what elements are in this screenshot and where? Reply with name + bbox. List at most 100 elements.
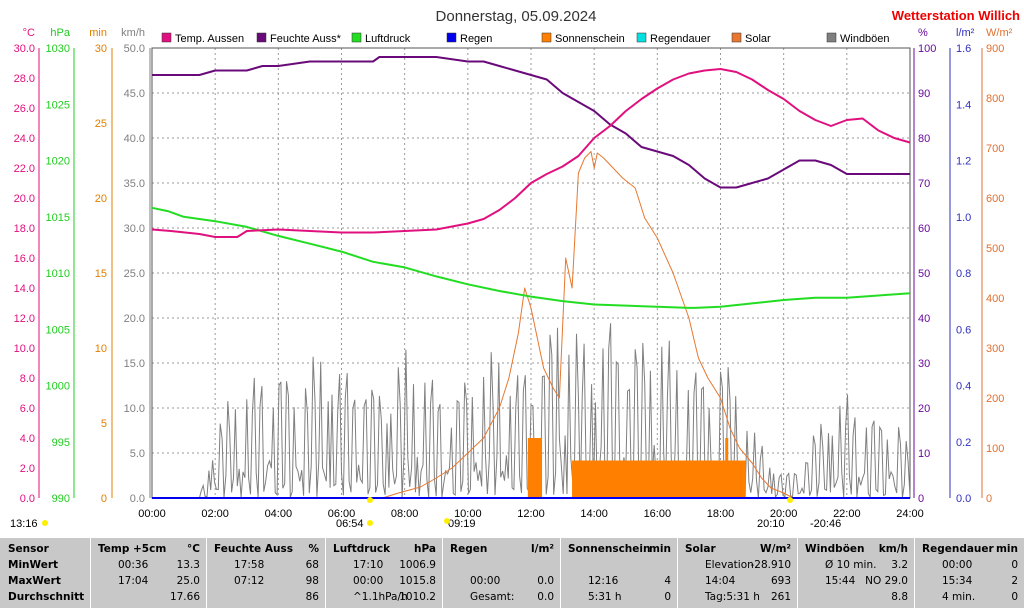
stats-time: 00:36 bbox=[118, 559, 149, 571]
legend-swatch bbox=[731, 32, 742, 43]
series-feuchte bbox=[152, 56, 910, 189]
axis-lm2-tick: 1.4 bbox=[956, 99, 971, 111]
statistics-table: Sensor MinWert MaxWert Durchschnitt Temp +5c… bbox=[0, 538, 1024, 608]
legend-swatch bbox=[541, 32, 552, 43]
time-markers: 13:16 06:54 09:19 20:10 -20:46 bbox=[10, 497, 841, 530]
axis-wm2-tick: 100 bbox=[986, 443, 1004, 455]
stats-row bbox=[442, 557, 560, 573]
stats-row: Tag:5:31 h 261 bbox=[677, 589, 797, 605]
stats-value: NO 29.0 bbox=[865, 575, 908, 587]
stats-row bbox=[560, 557, 677, 573]
stats-header-unit: hPa bbox=[414, 543, 436, 555]
series-windboeen bbox=[152, 323, 911, 499]
weather-chart: Donnerstag, 05.09.2024 Wetterstation Wil… bbox=[10, 8, 1020, 530]
axis-kmh: km/h 50.0 45.0 40.0 35.0 30.0 25.0 20.0 15.0 10.0… bbox=[121, 27, 151, 505]
stats-value: 4 bbox=[664, 575, 671, 587]
axis-hpa-tick: 1020 bbox=[46, 156, 70, 168]
stats-time: 17:10 bbox=[353, 559, 384, 571]
axis-min-tick: 30 bbox=[95, 43, 107, 55]
stats-value: 13.3 bbox=[176, 559, 200, 571]
axis-wm2: W/m² 900 800 700 600 500 400 300 200 100 0 bbox=[981, 27, 1013, 505]
sun-icon bbox=[367, 520, 373, 526]
stats-separator bbox=[442, 538, 443, 608]
axis-pct-unit: % bbox=[918, 27, 928, 39]
stats-separator bbox=[914, 538, 915, 608]
axis-pct-tick: 0 bbox=[918, 493, 924, 505]
axis-temp-tick: 4.0 bbox=[20, 433, 35, 445]
axis-kmh-tick: 15.0 bbox=[124, 358, 145, 370]
legend-label: Luftdruck bbox=[365, 33, 411, 45]
axis-lm2-tick: 1.6 bbox=[956, 43, 971, 55]
stats-header: Regen l/m² bbox=[442, 541, 560, 557]
stats-value: 261 bbox=[770, 591, 791, 603]
stats-header-label: Luftdruck bbox=[333, 543, 391, 555]
sunset-time: 20:10 bbox=[757, 518, 785, 530]
stats-header: Solar W/m² bbox=[677, 541, 797, 557]
stats-row: 8.8 bbox=[797, 589, 914, 605]
stats-value: 98 bbox=[305, 575, 319, 587]
stats-row: 07:12 98 bbox=[206, 573, 325, 589]
axis-kmh-tick: 20.0 bbox=[124, 313, 145, 325]
stats-value: 0 bbox=[1011, 591, 1018, 603]
sunset-icon bbox=[787, 497, 793, 503]
stats-separator bbox=[325, 538, 326, 608]
legend-swatch bbox=[636, 32, 647, 43]
stats-column: Windböen km/h Ø 10 min. 3.2 15:44 NO 29.0 8.8 bbox=[797, 538, 914, 608]
legend: Temp. Aussen Feuchte Auss* Luftdruck Regen S… bbox=[161, 32, 890, 45]
stats-value: 1010.2 bbox=[399, 591, 436, 603]
stats-row: 14:04 693 bbox=[677, 573, 797, 589]
stats-header: Luftdruck hPa bbox=[325, 541, 442, 557]
stats-row: 15:34 2 bbox=[914, 573, 1024, 589]
axis-lm2-unit: l/m² bbox=[956, 27, 975, 39]
time-tick: 16:00 bbox=[644, 508, 672, 520]
axis-kmh-tick: 35.0 bbox=[124, 178, 145, 190]
axis-kmh-unit: km/h bbox=[121, 27, 145, 39]
axis-hpa: hPa 1030 1025 1020 1015 1010 1005 1000 995 990 bbox=[46, 27, 75, 505]
axis-hpa-tick: 1010 bbox=[46, 268, 70, 280]
series-sonnenschein bbox=[527, 438, 746, 498]
axis-lm2-tick: 1.2 bbox=[956, 156, 971, 168]
stats-row-label: Durchschnitt bbox=[8, 591, 85, 603]
time-tick: 12:00 bbox=[517, 508, 545, 520]
stats-header-label: Regendauer bbox=[922, 543, 994, 555]
stats-row: 86 bbox=[206, 589, 325, 605]
stats-value: 0.0 bbox=[537, 591, 554, 603]
legend-swatch bbox=[826, 32, 837, 43]
axis-temp-tick: 30.0 bbox=[14, 43, 35, 55]
stats-value: 1006.9 bbox=[399, 559, 436, 571]
axis-hpa-tick: 1025 bbox=[46, 99, 70, 111]
axis-kmh-tick: 10.0 bbox=[124, 403, 145, 415]
axis-lm2-tick: 0.2 bbox=[956, 437, 971, 449]
axis-kmh-tick: 0.0 bbox=[130, 493, 145, 505]
stats-time: Elevation bbox=[705, 559, 754, 571]
stats-row: Elevation -28.910 bbox=[677, 557, 797, 573]
axis-wm2-unit: W/m² bbox=[986, 27, 1013, 39]
axis-temp-tick: 22.0 bbox=[14, 163, 35, 175]
stats-time: 17:04 bbox=[118, 575, 149, 587]
axis-min-unit: min bbox=[89, 27, 107, 39]
axis-min-tick: 0 bbox=[101, 493, 107, 505]
stats-row: Durchschnitt bbox=[0, 589, 90, 605]
axis-pct-tick: 80 bbox=[918, 133, 930, 145]
legend-label: Feuchte Auss* bbox=[270, 33, 342, 45]
axis-kmh-tick: 40.0 bbox=[124, 133, 145, 145]
stats-column: Luftdruck hPa 17:10 1006.9 00:00 1015.8 ^1.1hP… bbox=[325, 538, 442, 608]
sunshine-bar bbox=[725, 438, 729, 498]
stats-row: 4 min. 0 bbox=[914, 589, 1024, 605]
stats-time: 17:58 bbox=[234, 559, 265, 571]
stats-row: MinWert bbox=[0, 557, 90, 573]
time-tick: 20:00 bbox=[770, 508, 798, 520]
stats-header-label: Feuchte Auss bbox=[214, 543, 293, 555]
axis-temp-tick: 26.0 bbox=[14, 103, 35, 115]
stats-column: Solar W/m² Elevation -28.910 14:04 693 Tag:5:3… bbox=[677, 538, 797, 608]
sunrise-time: 06:54 bbox=[336, 518, 364, 530]
stats-row: 17.66 bbox=[90, 589, 206, 605]
axis-pct-tick: 50 bbox=[918, 268, 930, 280]
stats-column: Regen l/m² 00:00 0.0 Gesamt: 0.0 bbox=[442, 538, 560, 608]
stats-header-unit: l/m² bbox=[531, 543, 554, 555]
stats-column: Sonnenschein min 12:16 4 5:31 h 0 bbox=[560, 538, 677, 608]
stats-header-label: Regen bbox=[450, 543, 488, 555]
stats-header: Windböen km/h bbox=[797, 541, 914, 557]
axis-kmh-tick: 5.0 bbox=[130, 448, 145, 460]
